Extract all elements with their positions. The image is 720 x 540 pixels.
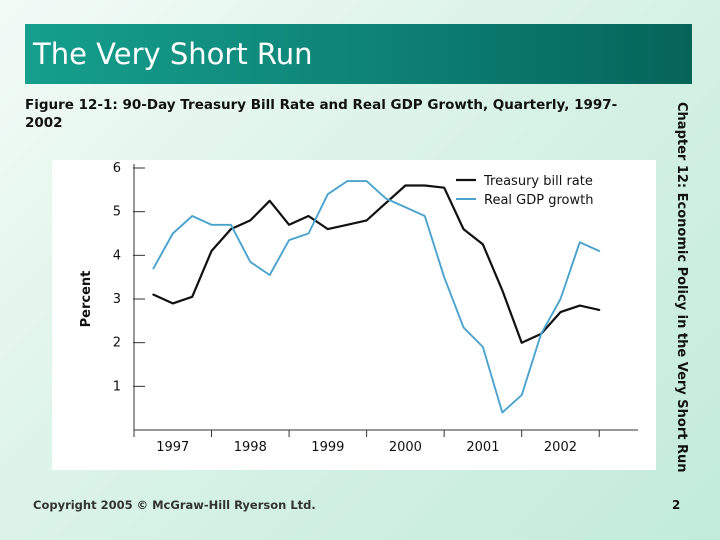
y-tick-label: 1 <box>113 379 121 394</box>
x-tick-label: 1999 <box>311 440 344 455</box>
x-tick-label: 2001 <box>466 440 499 455</box>
chart-panel: 1 2 3 4 5 6 1997 1998 1999 2000 2001 2002 Percent Tre… <box>52 160 656 470</box>
x-tick-label: 2002 <box>544 440 577 455</box>
line-chart: 1 2 3 4 5 6 1997 1998 1999 2000 2001 2002 Percent Tre… <box>79 161 638 455</box>
y-tick-label: 6 <box>113 161 121 176</box>
series-line-treasury-bill-rate <box>152 184 601 344</box>
copyright-footer: Copyright 2005 © McGraw-Hill Ryerson Ltd… <box>33 498 316 512</box>
x-tick-label: 1997 <box>156 440 189 455</box>
x-tick-label: 2000 <box>389 440 422 455</box>
chapter-side-label: Chapter 12: Economic Policy in the Very … <box>674 102 689 473</box>
figure-caption: Figure 12-1: 90-Day Treasury Bill Rate a… <box>25 97 618 131</box>
series-line-real-gdp-growth <box>152 180 601 414</box>
page-number: 2 <box>672 498 681 512</box>
y-tick-label: 3 <box>113 292 121 307</box>
slide-title: The Very Short Run <box>33 37 313 71</box>
y-tick-label: 4 <box>113 248 121 263</box>
title-bar: The Very Short Run <box>25 24 692 84</box>
legend-label: Treasury bill rate <box>483 174 593 189</box>
y-tick-label: 2 <box>113 336 121 351</box>
y-tick-label: 5 <box>113 205 121 220</box>
legend-label: Real GDP growth <box>484 193 593 208</box>
x-tick-label: 1998 <box>234 440 267 455</box>
y-axis-title: Percent <box>79 271 94 328</box>
